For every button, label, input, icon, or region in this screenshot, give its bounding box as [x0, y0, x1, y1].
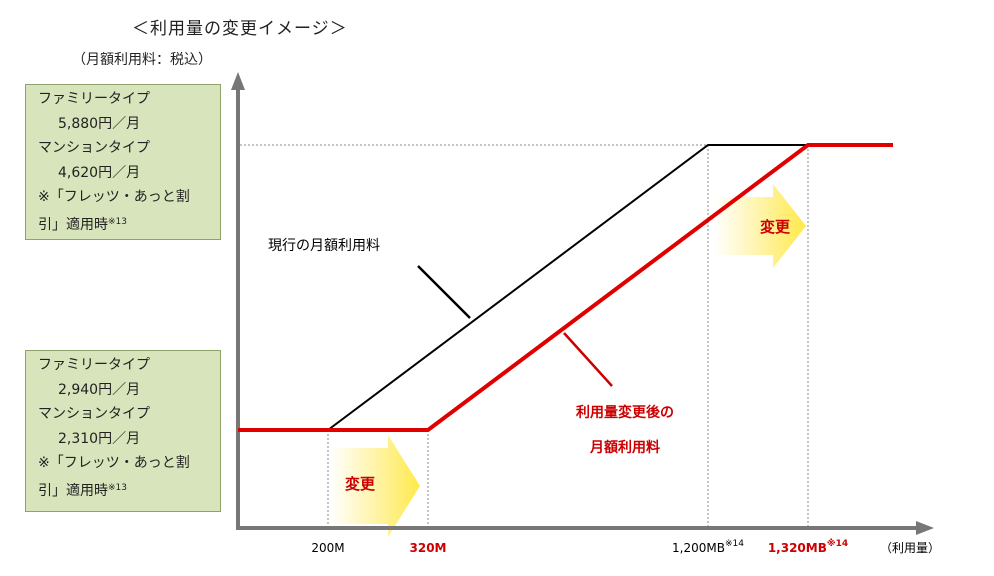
current-fee-label: 現行の月額利用料 — [268, 238, 380, 254]
current-fee-line — [327, 144, 808, 431]
mansion-type-price: 4,620円／月 — [58, 164, 141, 181]
mansion-type-label: マンションタイプ — [38, 140, 150, 156]
x-tick-note: ※14 — [725, 539, 744, 549]
change-arrow-low: 変更 — [330, 435, 420, 537]
y-axis-unit: （月額利用料：税込） — [72, 52, 212, 68]
new-fee-label-line2: 月額利用料 — [589, 439, 660, 456]
change-label: 変更 — [345, 475, 376, 493]
footnote-ref: ※13 — [108, 216, 127, 227]
mansion-type-label: マンションタイプ — [38, 406, 150, 422]
footnote-ref: ※13 — [108, 482, 127, 493]
x-axis-label: （利用量） — [880, 541, 940, 555]
price-box-low: ファミリータイプ 2,940円／月 マンションタイプ 2,310円／月 ※「フレ… — [25, 350, 221, 512]
discount-note-line2: 引」適用時※13 — [38, 482, 127, 499]
discount-note-line1: ※「フレッツ・あっと割 — [38, 189, 190, 205]
x-tick-1200: 1,200MB※14 — [672, 539, 744, 555]
x-tick-labels: 200M 320M 1,200MB※14 1,320MB※14 — [311, 538, 848, 555]
discount-note-line2: 引」適用時※13 — [38, 216, 127, 233]
mansion-type-price: 2,310円／月 — [58, 430, 141, 447]
family-type-label: ファミリータイプ — [38, 91, 150, 107]
change-arrow-high: 変更 — [714, 184, 806, 268]
x-axis — [236, 521, 934, 535]
family-type-price: 5,880円／月 — [58, 115, 141, 132]
x-tick-1320: 1,320MB※14 — [768, 538, 848, 555]
new-fee-label-line1: 利用量変更後の — [576, 404, 674, 421]
new-fee-line — [238, 143, 893, 432]
family-type-price: 2,940円／月 — [58, 381, 141, 398]
family-type-label: ファミリータイプ — [38, 357, 150, 373]
new-fee-leader — [563, 332, 613, 387]
x-tick-320: 320M — [410, 541, 447, 555]
y-axis — [231, 72, 245, 528]
guide-lines — [240, 144, 809, 526]
current-fee-leader — [417, 265, 471, 319]
change-label: 変更 — [760, 218, 791, 236]
price-box-high: ファミリータイプ 5,880円／月 マンションタイプ 4,620円／月 ※「フレ… — [25, 84, 221, 240]
x-tick-200: 200M — [311, 541, 344, 555]
discount-note-line1: ※「フレッツ・あっと割 — [38, 455, 190, 471]
x-tick-note: ※14 — [827, 538, 848, 549]
chart-title: ＜利用量の変更イメージ＞ — [132, 19, 348, 39]
